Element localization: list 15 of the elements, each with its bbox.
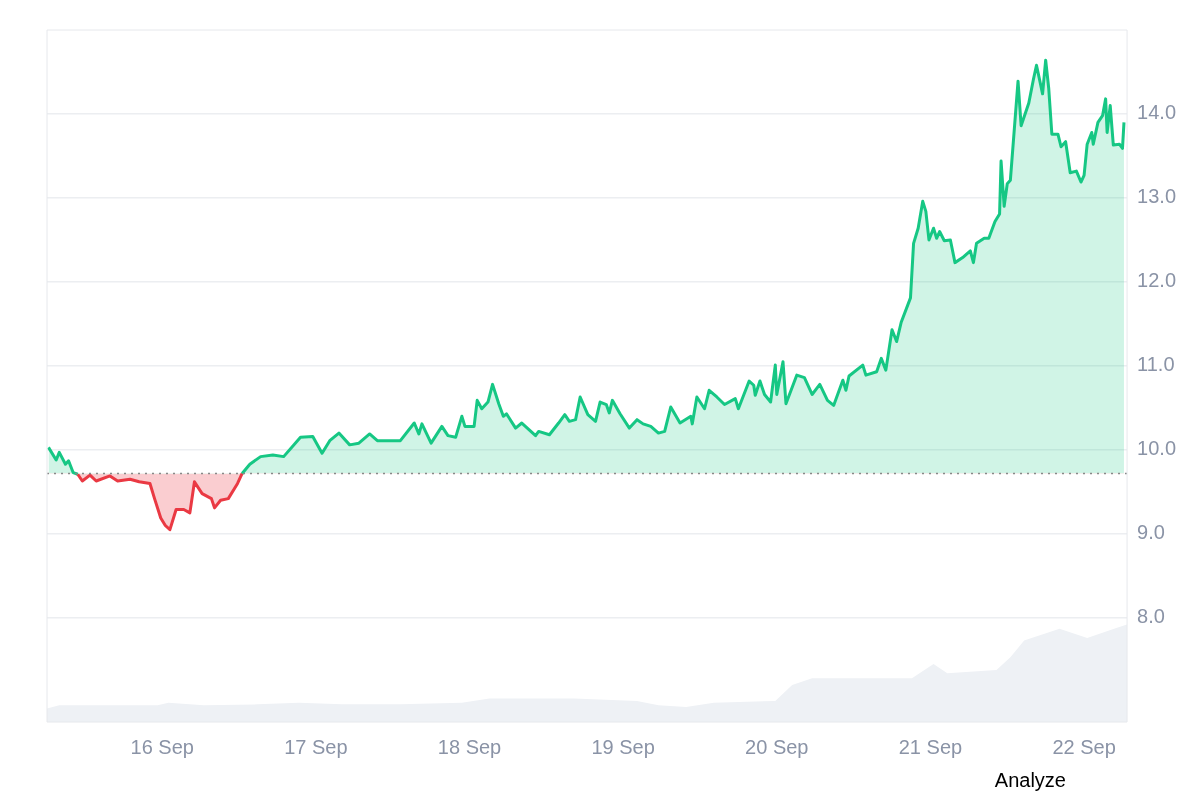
y-tick-label: 9.0	[1137, 521, 1165, 544]
x-tick-label: 19 Sep	[591, 735, 655, 758]
x-tick-label: 20 Sep	[745, 735, 809, 758]
y-tick-label: 13.0	[1137, 185, 1177, 208]
y-tick-label: 10.0	[1137, 437, 1177, 460]
x-tick-label: 22 Sep	[1052, 735, 1116, 758]
text: Analyze	[994, 769, 1066, 792]
y-tick-label: 12.0	[1137, 269, 1177, 292]
y-tick-label: 11.0	[1137, 353, 1175, 376]
x-tick-label: 17 Sep	[284, 735, 348, 758]
x-tick-label: 21 Sep	[898, 735, 963, 758]
x-tick-label: 18 Sep	[437, 735, 502, 758]
x-tick-label: 16 Sep	[130, 735, 194, 758]
y-tick-label: 8.0	[1137, 605, 1165, 628]
y-tick-label: 14.0	[1137, 101, 1177, 124]
